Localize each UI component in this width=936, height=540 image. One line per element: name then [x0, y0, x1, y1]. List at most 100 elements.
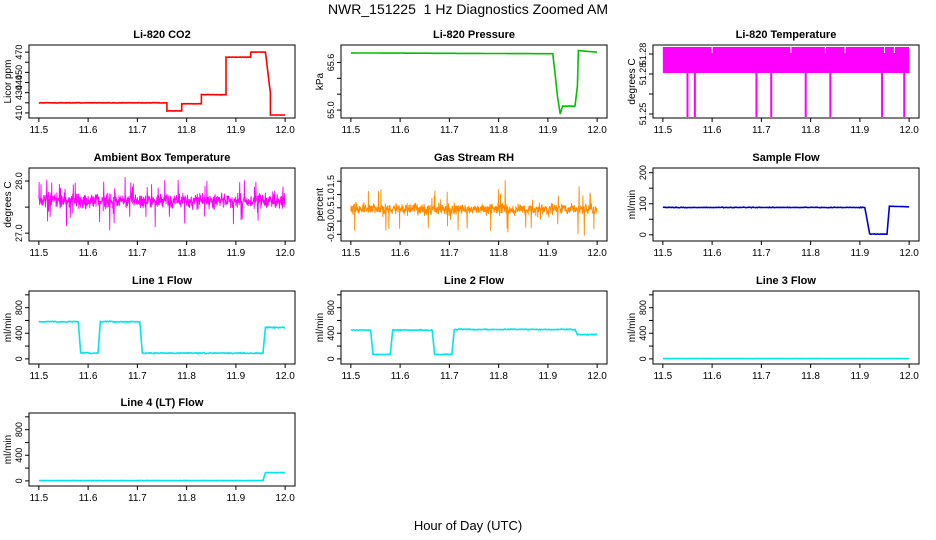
x-tick-label: 11.5: [29, 493, 48, 504]
x-tick-label: 11.8: [177, 125, 196, 136]
x-tick-label: 11.8: [801, 248, 820, 259]
series-line: [38, 177, 286, 231]
y-tick-label: 0: [638, 232, 648, 237]
x-tick-label: 11.6: [703, 125, 722, 136]
x-tick-label: 12.0: [587, 248, 607, 259]
panel-line-2-flow: Line 2 Flow ml/min 11.5 11.6 11.7 11.8 11.9 12.…: [315, 275, 608, 382]
x-tick-label: 11.7: [752, 125, 771, 136]
x-tick-label: 11.8: [489, 125, 508, 136]
series-data: [662, 205, 910, 236]
plot-frame: [28, 412, 296, 487]
x-tick-label: 11.8: [489, 248, 508, 259]
series-line: [662, 205, 910, 236]
y-axis-label: ml/min: [627, 190, 638, 219]
panel-title: Line 2 Flow: [444, 275, 504, 287]
x-tick-label: 11.7: [440, 125, 459, 136]
x-tick-label: 11.8: [177, 248, 196, 259]
y-tick-label: 0: [14, 478, 24, 483]
x-tick-label: 12.0: [275, 493, 295, 504]
x-tick-label: 11.7: [752, 248, 771, 259]
x-tick-label: 11.6: [391, 371, 410, 382]
x-tick-label: 11.6: [79, 493, 98, 504]
panel-ambient-box-temperature: Ambient Box Temperature degrees C 11.5 11.6…: [3, 152, 296, 259]
x-tick-label: 11.9: [539, 248, 558, 259]
panel-title: Gas Stream RH: [434, 152, 514, 164]
y-tick-label: 470: [14, 45, 24, 60]
panel-li-820-co2: Li-820 CO2 Licor ppm 11.5 11.6 11.7 11.8 11.9 1…: [3, 29, 296, 136]
x-tick-label: 11.9: [227, 125, 246, 136]
x-tick-label: 11.5: [653, 248, 672, 259]
series-data: [350, 180, 598, 236]
plot-frame: [28, 44, 296, 119]
x-tick-label: 11.7: [440, 371, 459, 382]
x-tick-label: 12.0: [899, 371, 919, 382]
panel-title: Ambient Box Temperature: [94, 152, 231, 164]
x-tick-label: 11.6: [703, 371, 722, 382]
panel-line-3-flow: Line 3 Flow ml/min 11.5 11.6 11.7 11.8 11.9 12.…: [627, 275, 920, 382]
x-tick-label: 11.6: [391, 125, 410, 136]
series-data: [662, 47, 910, 117]
series-band: [662, 47, 910, 73]
series-data: [38, 471, 286, 482]
y-tick-label: 430: [14, 85, 24, 100]
x-tick-label: 11.9: [851, 125, 870, 136]
y-tick-label: 0.0: [326, 215, 336, 228]
x-axis-title: Hour of Day (UTC): [413, 518, 523, 533]
plot-frame: [340, 290, 608, 365]
y-tick-label: 800: [14, 300, 24, 315]
x-tick-label: 12.0: [587, 125, 607, 136]
y-tick-label: 800: [326, 300, 336, 315]
x-tick-label: 11.5: [653, 125, 672, 136]
x-tick-label: 11.8: [177, 371, 196, 382]
panel-title: Line 1 Flow: [132, 275, 192, 287]
x-tick-label: 12.0: [899, 248, 919, 259]
panel-sample-flow: Sample Flow ml/min 11.5 11.6 11.7 11.8 11.9 12.…: [627, 152, 920, 259]
y-axis-label: ml/min: [627, 313, 638, 342]
series-data: [38, 177, 286, 231]
x-tick-label: 12.0: [275, 248, 295, 259]
page-title: NWR_151225 1 Hz Diagnostics Zoomed AM: [327, 1, 609, 17]
panel-line-4-lt-flow: Line 4 (LT) Flow ml/min 11.5 11.6 11.7 11.8 11…: [3, 397, 296, 504]
y-tick-label: 440: [14, 75, 24, 90]
x-tick-label: 11.5: [29, 248, 48, 259]
y-tick-label: 28.0: [14, 172, 24, 190]
x-tick-label: 12.0: [275, 125, 295, 136]
x-tick-label: 11.9: [539, 125, 558, 136]
x-tick-label: 11.7: [128, 493, 147, 504]
x-tick-label: 11.6: [79, 248, 98, 259]
plot-frame: [340, 44, 608, 119]
panel-title: Li-820 Temperature: [736, 29, 837, 41]
x-tick-label: 11.7: [752, 371, 771, 382]
y-tick-label: 0.5: [326, 202, 336, 215]
x-tick-label: 11.9: [227, 248, 246, 259]
x-tick-label: 12.0: [899, 125, 919, 136]
x-tick-label: 11.5: [29, 371, 48, 382]
y-tick-label: 51.28: [638, 63, 648, 86]
series-line: [350, 180, 598, 236]
y-tick-label: 400: [14, 448, 24, 463]
x-tick-label: 12.0: [275, 371, 295, 382]
x-tick-label: 11.6: [703, 248, 722, 259]
x-tick-label: 12.0: [587, 371, 607, 382]
x-tick-label: 11.8: [801, 371, 820, 382]
plot-frame: [652, 290, 920, 365]
plot-frame: [28, 167, 296, 242]
y-tick-label: 800: [14, 422, 24, 437]
x-tick-label: 11.6: [79, 371, 98, 382]
y-tick-label: 800: [638, 300, 648, 315]
y-tick-label: 400: [326, 326, 336, 341]
panel-li-820-temperature: Li-820 Temperature degrees C 11.5 11.6 11.7 1…: [627, 29, 920, 136]
y-tick-label: 51.25: [638, 103, 648, 126]
y-tick-label: 400: [638, 326, 648, 341]
y-tick-label: 51.28: [638, 43, 648, 66]
x-tick-label: 11.7: [128, 371, 147, 382]
series-line: [38, 471, 286, 482]
x-tick-label: 11.9: [227, 371, 246, 382]
x-tick-label: 11.9: [851, 248, 870, 259]
y-axis-label: percent: [315, 188, 326, 222]
y-tick-label: 410: [14, 105, 24, 120]
y-tick-label: 1.0: [326, 188, 336, 201]
y-axis-label: kPa: [315, 72, 326, 90]
y-tick-label: 400: [14, 326, 24, 341]
